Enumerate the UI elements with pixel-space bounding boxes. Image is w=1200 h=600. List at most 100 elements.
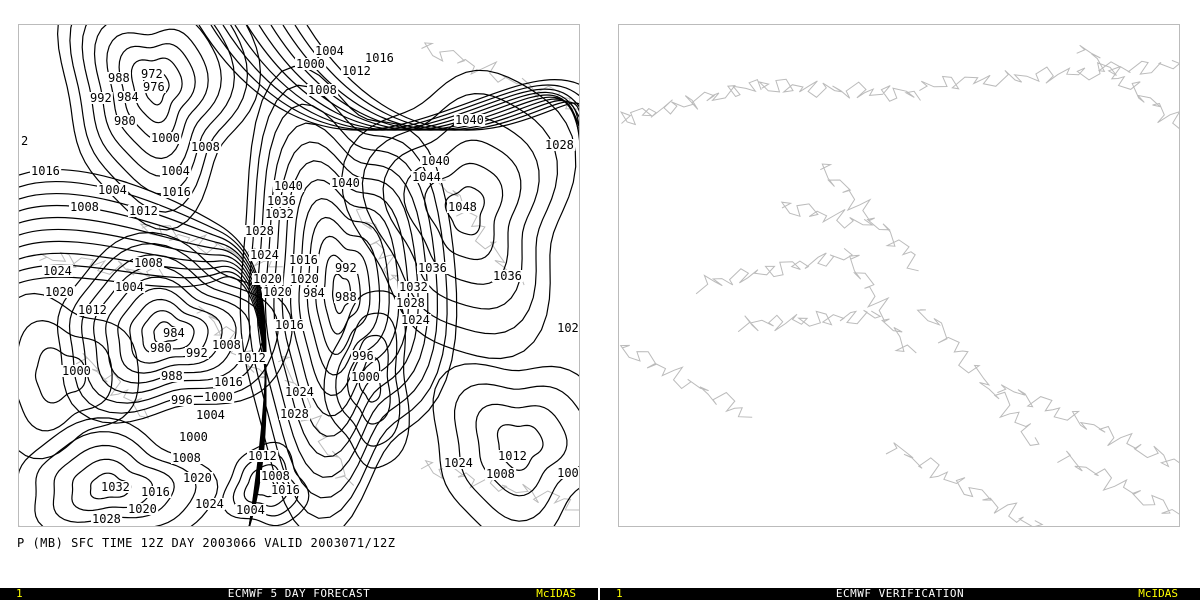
coastlines <box>619 44 1179 526</box>
coastline <box>1057 450 1179 515</box>
label-bg <box>364 52 396 64</box>
isobar-label: 1012 <box>498 449 527 463</box>
label-bg <box>133 257 165 269</box>
isobar-label: 1004 <box>236 503 265 517</box>
frame-number: 1 <box>616 587 623 600</box>
isobar <box>444 186 485 236</box>
label-bg <box>182 472 214 484</box>
label-bg <box>262 286 294 298</box>
label-bg <box>454 114 486 126</box>
isobar-label: 1024 <box>43 264 72 278</box>
label-bg <box>30 165 62 177</box>
label-bg <box>44 286 76 298</box>
label-bg <box>497 450 529 462</box>
isobar-label: 984 <box>117 90 139 104</box>
isobar <box>118 43 196 142</box>
right-status-bar: 1 ECMWF VERIFICATION McIDAS <box>600 588 1200 600</box>
isobar-label: 984 <box>303 286 325 300</box>
label-bg <box>194 498 226 510</box>
isobar <box>56 231 293 424</box>
isobar-label: 1016 <box>271 483 300 497</box>
isobar-label: 1024 <box>250 248 279 262</box>
label-bg <box>69 201 101 213</box>
label-bg <box>100 481 132 493</box>
label-bg <box>420 155 452 167</box>
isobar-label: 984 <box>163 326 185 340</box>
isobar <box>153 321 181 344</box>
isobar <box>105 276 237 384</box>
label-bg <box>20 135 30 147</box>
coastline <box>885 442 1044 526</box>
isobar <box>81 25 236 195</box>
label-bg <box>128 205 160 217</box>
verification-map <box>619 44 1179 526</box>
isobar-label: 1008 <box>172 451 201 465</box>
isobar-label: 972 <box>141 67 163 81</box>
isobar-label: 1012 <box>78 303 107 317</box>
isobar-label: 1024 <box>401 313 430 327</box>
label-bg <box>89 92 113 104</box>
isobar <box>306 25 579 131</box>
coastline <box>820 163 919 272</box>
isobar-label: 1024 <box>285 385 314 399</box>
label-bg <box>213 376 245 388</box>
coastline <box>780 201 874 229</box>
isobar <box>19 292 140 460</box>
isobar <box>130 57 183 124</box>
label-bg <box>350 371 382 383</box>
isobar-label: 988 <box>335 290 357 304</box>
label-bg <box>160 165 192 177</box>
label-bg <box>556 467 579 479</box>
label-bg <box>556 322 579 334</box>
label-bg <box>211 339 243 351</box>
label-bg <box>190 141 222 153</box>
isobar <box>454 383 579 522</box>
label-bg <box>289 273 321 285</box>
isobar <box>475 403 568 497</box>
isobar <box>221 441 310 526</box>
isobar <box>117 287 223 374</box>
isobar <box>323 290 410 469</box>
isobar-label: 1012 <box>129 204 158 218</box>
isobar-label: 1008 <box>70 200 99 214</box>
coastline <box>420 459 579 511</box>
isobar <box>93 25 222 177</box>
label-bg <box>400 314 432 326</box>
isobar-label: 1040 <box>331 176 360 190</box>
label-bg <box>341 65 373 77</box>
verification-map-panel <box>618 24 1180 527</box>
label-bg <box>160 370 184 382</box>
isobar <box>294 25 579 131</box>
isobar-label: 1012 <box>248 449 277 463</box>
isobar-label: 992 <box>186 346 208 360</box>
label-bg <box>395 297 427 309</box>
isobar-label: 1000 <box>204 390 233 404</box>
isobar-label: 1044 <box>412 170 441 184</box>
label-bg <box>235 504 267 516</box>
label-bg <box>161 186 193 198</box>
label-bg <box>279 408 311 420</box>
label-bg <box>244 225 276 237</box>
label-bg <box>185 347 209 359</box>
label-bg <box>114 281 146 293</box>
label-bg <box>302 287 326 299</box>
isobar-label: 1016 <box>141 485 170 499</box>
label-bg <box>77 304 109 316</box>
label-bg <box>288 254 320 266</box>
isobar-label: 1016 <box>214 375 243 389</box>
label-bg <box>274 319 306 331</box>
isobar-label: 980 <box>114 114 136 128</box>
isobar-label: 1004 <box>196 408 225 422</box>
isobar-label: 1004 <box>315 44 344 58</box>
isobar-label: 1020 <box>253 272 282 286</box>
label-bg <box>178 431 210 443</box>
isobar <box>141 310 195 354</box>
label-bg <box>334 262 358 274</box>
isobar-label: 1016 <box>162 185 191 199</box>
label-bg <box>116 91 140 103</box>
isobar-label: 996 <box>352 349 374 363</box>
label-bg <box>295 58 327 70</box>
label-bg <box>236 352 268 364</box>
coastline <box>757 78 921 102</box>
isobar-label: 996 <box>171 393 193 407</box>
